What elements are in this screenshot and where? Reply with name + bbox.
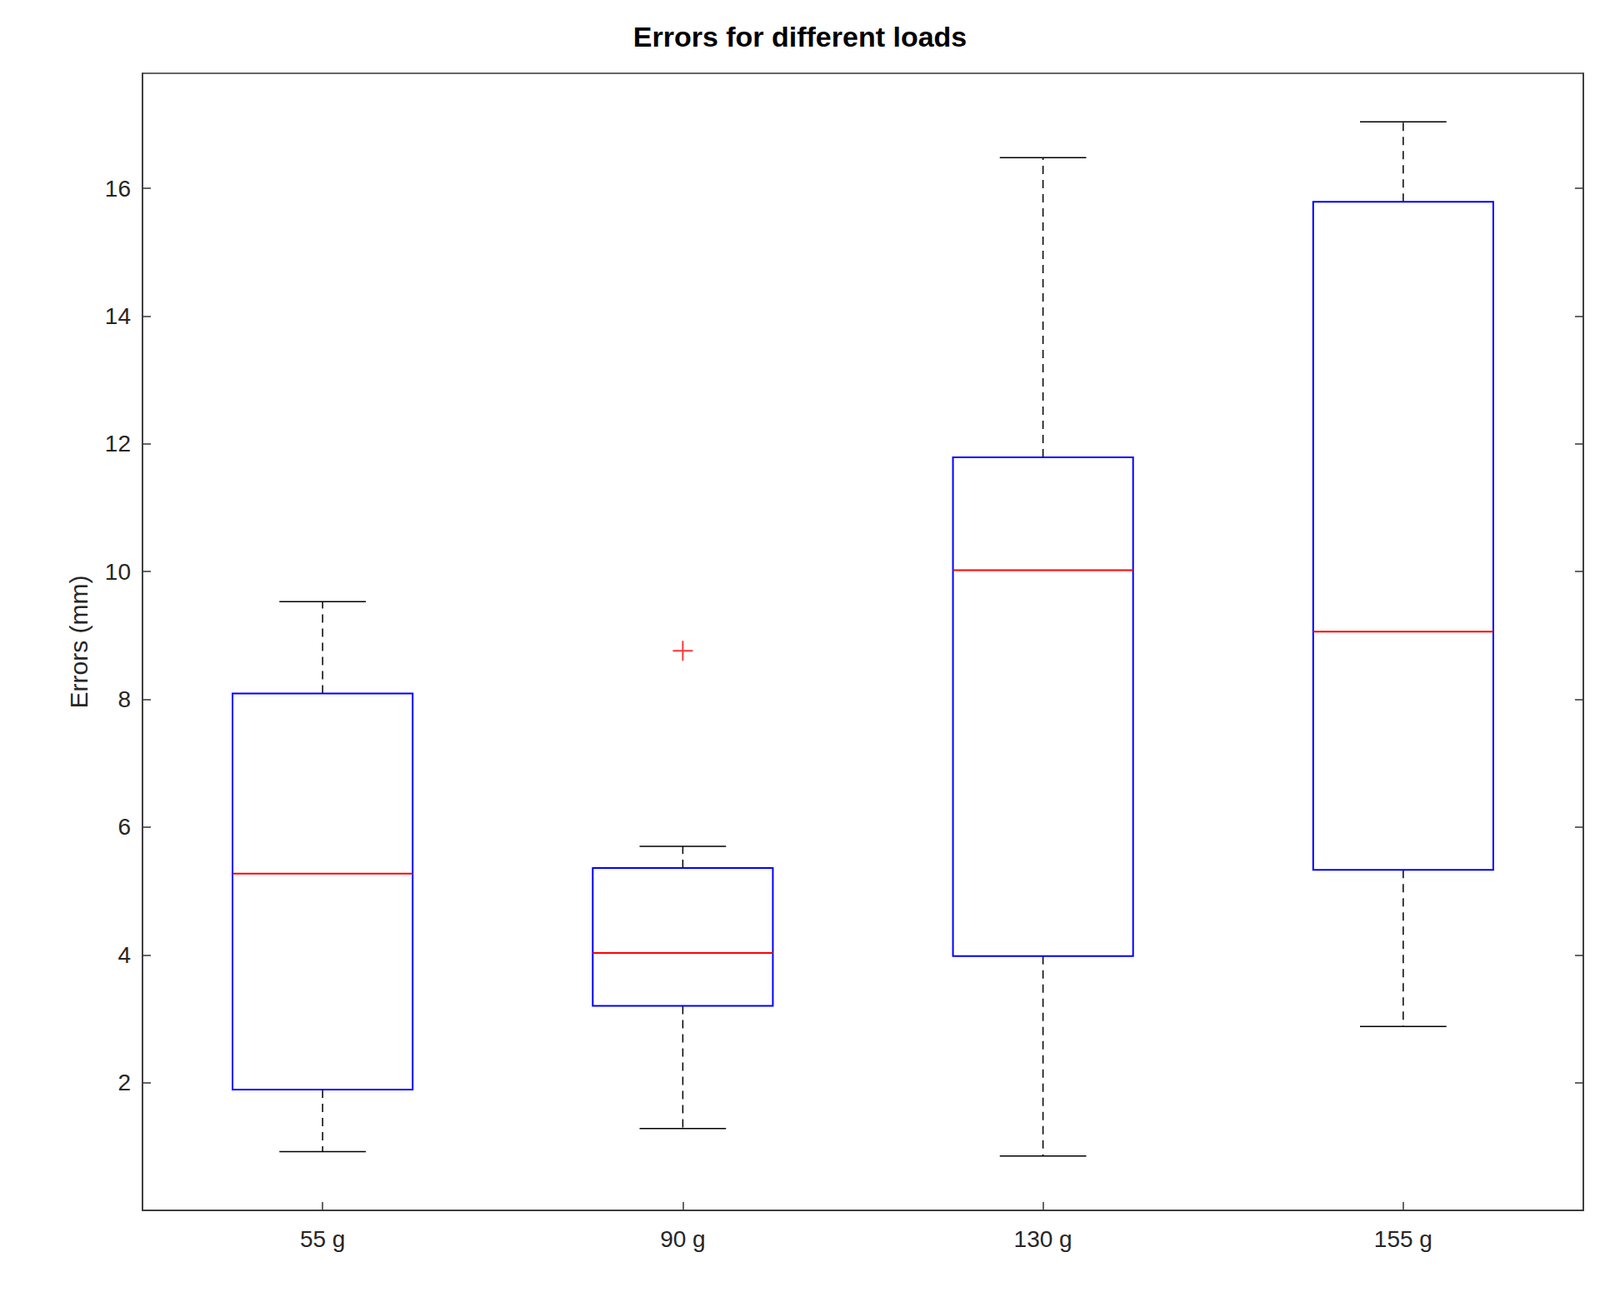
svg-text:2: 2 bbox=[117, 1070, 131, 1096]
svg-text:155 g: 155 g bbox=[1374, 1226, 1433, 1253]
svg-text:16: 16 bbox=[105, 175, 131, 202]
svg-text:4: 4 bbox=[117, 942, 131, 969]
svg-text:55 g: 55 g bbox=[300, 1226, 346, 1253]
svg-text:6: 6 bbox=[117, 814, 131, 840]
svg-text:8: 8 bbox=[117, 686, 131, 713]
svg-text:90 g: 90 g bbox=[660, 1226, 706, 1253]
svg-text:Errors for different loads: Errors for different loads bbox=[633, 20, 968, 53]
svg-text:12: 12 bbox=[105, 430, 131, 457]
svg-text:Errors (mm): Errors (mm) bbox=[65, 575, 93, 710]
svg-text:14: 14 bbox=[105, 303, 131, 330]
svg-text:10: 10 bbox=[105, 559, 131, 585]
svg-text:130 g: 130 g bbox=[1014, 1226, 1073, 1253]
